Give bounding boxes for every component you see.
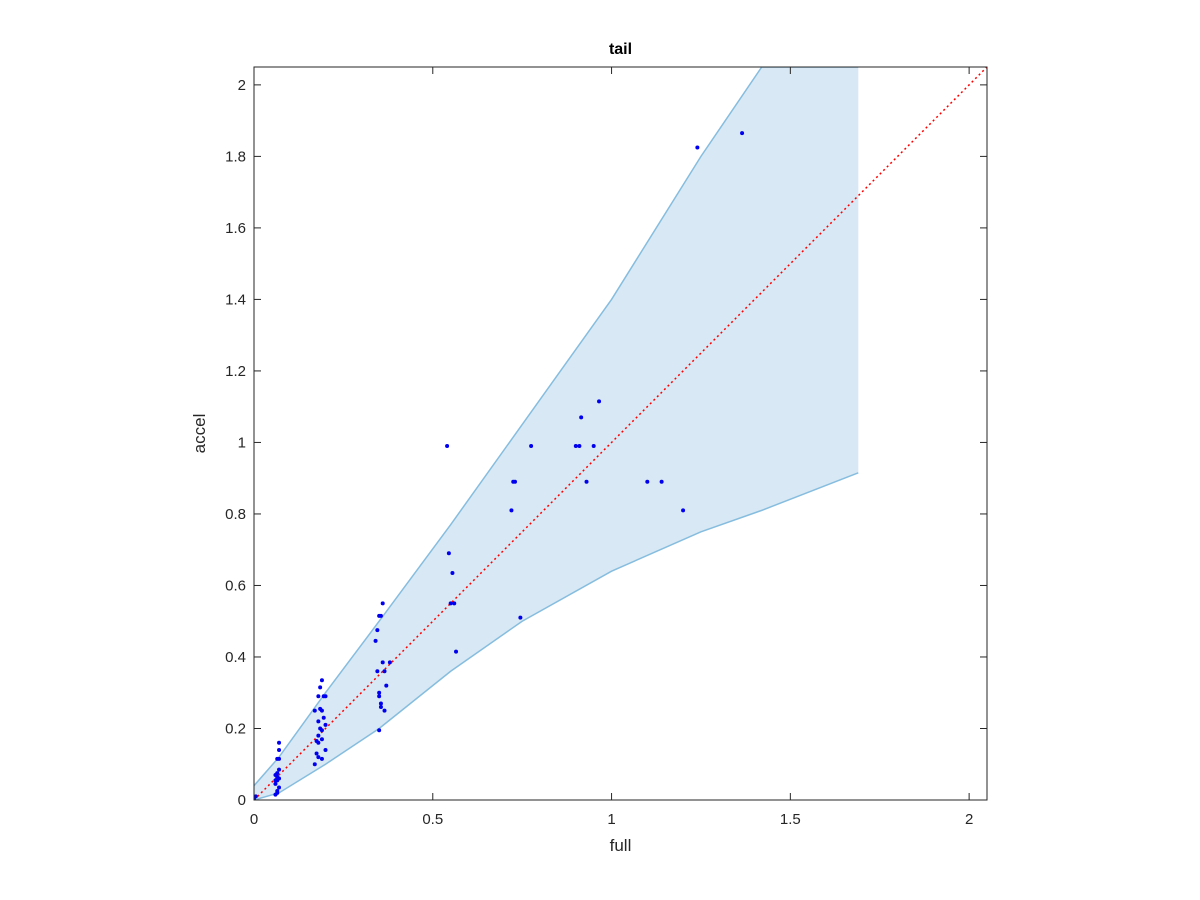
data-point <box>275 756 280 761</box>
data-point <box>316 694 321 699</box>
data-point <box>319 737 324 742</box>
data-point <box>316 719 321 724</box>
x-tick-label: 1 <box>607 811 615 828</box>
data-point <box>380 601 385 606</box>
data-point <box>377 694 382 699</box>
y-tick-label: 0.8 <box>225 506 246 523</box>
data-point <box>513 479 518 484</box>
data-point <box>277 747 282 752</box>
y-tick-label: 1.6 <box>225 220 246 237</box>
data-point <box>445 444 450 449</box>
data-point <box>375 669 380 674</box>
data-point <box>695 145 700 150</box>
data-point <box>584 479 589 484</box>
x-tick-label: 0.5 <box>422 811 443 828</box>
data-point <box>378 613 383 618</box>
data-point <box>645 479 650 484</box>
data-point <box>577 444 582 449</box>
band-lower-edge <box>254 472 859 800</box>
data-point <box>277 740 282 745</box>
data-point <box>529 444 534 449</box>
data-point <box>275 790 280 795</box>
data-point <box>273 778 278 783</box>
data-point <box>387 660 392 665</box>
data-point <box>323 747 328 752</box>
data-point <box>448 601 453 606</box>
data-point <box>312 762 317 767</box>
data-point <box>275 771 280 776</box>
data-point <box>254 794 258 799</box>
data-point <box>273 781 278 786</box>
data-point <box>378 705 383 710</box>
data-point <box>681 508 686 513</box>
data-point <box>373 638 378 643</box>
data-point <box>454 649 459 654</box>
data-point <box>597 399 602 404</box>
y-axis-label: accel <box>190 414 209 454</box>
data-point <box>319 678 324 683</box>
data-point <box>312 708 317 713</box>
data-point <box>377 690 382 695</box>
data-point <box>591 444 596 449</box>
data-point <box>314 751 319 756</box>
data-point <box>659 479 664 484</box>
data-point <box>316 733 321 738</box>
y-tick-label: 0 <box>238 792 246 809</box>
data-point <box>509 508 514 513</box>
axes-box <box>253 66 988 801</box>
data-point <box>579 415 584 420</box>
data-point <box>573 444 578 449</box>
data-point <box>380 660 385 665</box>
data-point <box>319 728 324 733</box>
y-tick-label: 0.4 <box>225 649 246 666</box>
x-tick-label: 0 <box>250 811 258 828</box>
confidence-band <box>254 67 859 800</box>
data-point <box>375 628 380 633</box>
data-point <box>323 694 328 699</box>
data-point <box>319 756 324 761</box>
data-point <box>377 728 382 733</box>
y-tick-label: 1.4 <box>225 291 246 308</box>
data-point <box>314 739 319 744</box>
data-point <box>378 701 383 706</box>
y-tick-label: 1.8 <box>225 148 246 165</box>
data-point <box>321 715 326 720</box>
data-point <box>518 615 523 620</box>
y-tick-label: 1.2 <box>225 363 246 380</box>
chart-title: tail <box>609 41 632 58</box>
data-point <box>318 685 323 690</box>
band-upper-edge <box>254 67 859 787</box>
data-point <box>740 131 745 136</box>
y-tick-label: 0.2 <box>225 720 246 737</box>
data-point <box>382 708 387 713</box>
data-point <box>323 722 328 727</box>
data-point <box>450 570 455 575</box>
y-tick-label: 2 <box>238 77 246 94</box>
data-point <box>452 601 457 606</box>
data-point <box>277 785 282 790</box>
data-point <box>319 708 324 713</box>
data-point <box>382 669 387 674</box>
x-axis-label: full <box>610 836 632 855</box>
data-point <box>446 551 451 556</box>
data-point <box>275 774 280 779</box>
y-tick-label: 0.6 <box>225 577 246 594</box>
x-tick-label: 2 <box>965 811 973 828</box>
data-point <box>384 683 389 688</box>
y-tick-label: 1 <box>238 434 246 451</box>
x-tick-label: 1.5 <box>780 811 801 828</box>
data-point <box>316 755 321 760</box>
data-point <box>277 767 282 772</box>
